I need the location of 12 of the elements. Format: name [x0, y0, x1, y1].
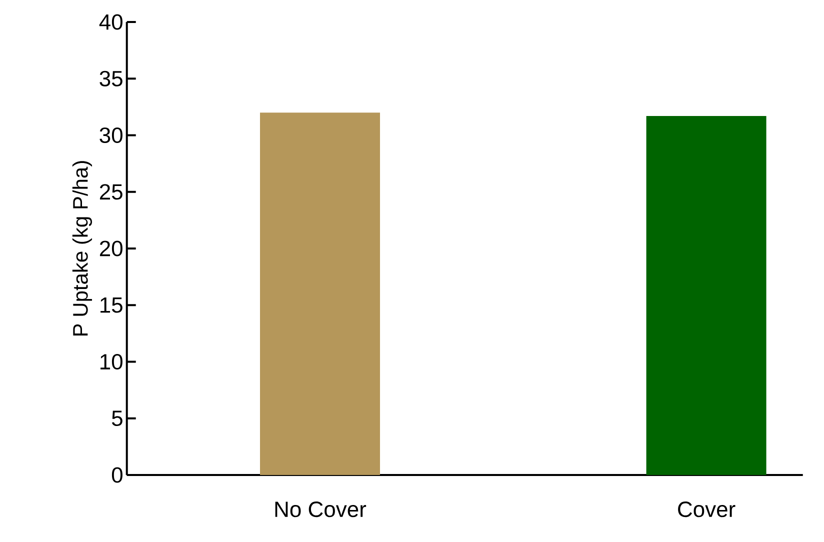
- y-tick-label: 20: [100, 240, 122, 256]
- y-tick-label: 40: [99, 14, 122, 30]
- y-tick-label: 30: [100, 127, 122, 144]
- y-tick-label: 35: [100, 70, 122, 86]
- y-tick-label: 5: [112, 410, 122, 426]
- y-tick-label: 10: [100, 354, 122, 370]
- y-axis-title: P Uptake (kg P/ha): [72, 161, 92, 336]
- y-tick-label: 25: [100, 184, 122, 200]
- x-tick-label: No Cover: [275, 502, 366, 518]
- y-tick-label: 0: [112, 467, 122, 483]
- y-tick-label: 15: [100, 297, 122, 313]
- x-tick-label: Cover: [678, 502, 736, 518]
